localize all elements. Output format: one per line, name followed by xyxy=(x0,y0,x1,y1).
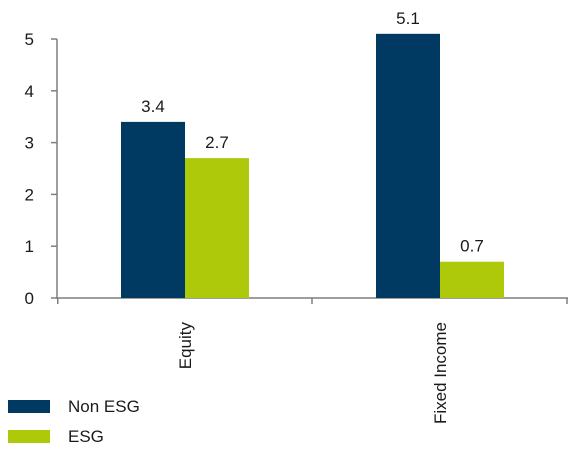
legend-item-non-esg: Non ESG xyxy=(8,394,140,419)
bar-esg xyxy=(440,261,504,298)
legend-label-non-esg: Non ESG xyxy=(68,396,140,416)
y-tick-label: 4 xyxy=(25,82,34,101)
x-tick-label: Fixed Income xyxy=(431,322,450,424)
data-label: 5.1 xyxy=(396,9,420,28)
legend-item-esg: ESG xyxy=(8,424,140,449)
y-tick-label: 0 xyxy=(25,289,34,308)
y-tick-label: 5 xyxy=(25,30,34,49)
bar-non-esg xyxy=(376,33,440,298)
data-label: 2.7 xyxy=(205,133,229,152)
legend-swatch-non-esg xyxy=(8,400,50,413)
bars xyxy=(121,33,504,298)
y-tick-label: 2 xyxy=(25,185,34,204)
legend-label-esg: ESG xyxy=(68,426,104,446)
data-label: 3.4 xyxy=(141,97,165,116)
bar-esg xyxy=(185,158,249,298)
legend-swatch-esg xyxy=(8,430,50,443)
y-axis: 0 1 2 3 4 5 xyxy=(25,30,58,308)
y-tick-label: 3 xyxy=(25,134,34,153)
data-labels: 3.4 5.1 2.7 0.7 xyxy=(141,9,484,256)
data-label: 0.7 xyxy=(460,237,484,256)
bar-non-esg xyxy=(121,121,185,298)
x-tick-label: Equity xyxy=(176,322,195,370)
y-tick-label: 1 xyxy=(25,237,34,256)
legend: Non ESG ESG xyxy=(8,394,140,454)
